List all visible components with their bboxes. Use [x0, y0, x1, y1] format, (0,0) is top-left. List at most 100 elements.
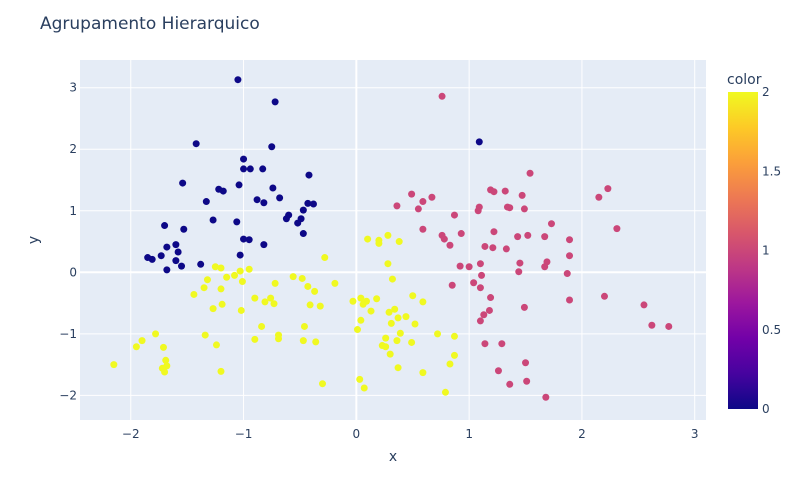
data-point[interactable] [304, 282, 312, 290]
data-point[interactable] [476, 260, 484, 268]
data-point[interactable] [375, 239, 383, 247]
data-point[interactable] [269, 184, 277, 192]
data-point[interactable] [253, 196, 261, 204]
data-point[interactable] [506, 204, 514, 212]
data-point[interactable] [246, 165, 254, 173]
data-point[interactable] [304, 199, 312, 207]
data-point[interactable] [514, 233, 522, 241]
data-point[interactable] [359, 300, 367, 308]
data-point[interactable] [595, 193, 603, 201]
data-point[interactable] [373, 295, 381, 303]
data-point[interactable] [282, 215, 290, 223]
data-point[interactable] [260, 241, 268, 249]
data-point[interactable] [428, 193, 436, 201]
data-point[interactable] [258, 322, 266, 330]
data-point[interactable] [197, 260, 205, 268]
data-point[interactable] [161, 222, 169, 230]
data-point[interactable] [394, 314, 402, 322]
data-point[interactable] [360, 384, 368, 392]
data-point[interactable] [300, 322, 308, 330]
data-point[interactable] [640, 301, 648, 309]
data-point[interactable] [152, 330, 160, 338]
data-point[interactable] [411, 320, 419, 328]
data-point[interactable] [236, 251, 244, 259]
data-point[interactable] [566, 252, 574, 260]
data-point[interactable] [438, 92, 446, 100]
data-point[interactable] [267, 294, 275, 302]
data-point[interactable] [298, 274, 306, 282]
data-point[interactable] [209, 216, 217, 224]
data-point[interactable] [386, 350, 394, 358]
data-point[interactable] [547, 220, 555, 228]
data-point[interactable] [541, 263, 549, 271]
data-point[interactable] [523, 377, 531, 385]
data-point[interactable] [132, 343, 140, 351]
data-point[interactable] [498, 340, 506, 348]
data-point[interactable] [212, 341, 220, 349]
data-point[interactable] [110, 361, 118, 369]
data-point[interactable] [408, 338, 416, 346]
data-point[interactable] [450, 332, 458, 340]
data-point[interactable] [236, 267, 244, 275]
data-point[interactable] [357, 294, 365, 302]
data-point[interactable] [524, 231, 532, 239]
data-point[interactable] [163, 266, 171, 274]
data-point[interactable] [245, 236, 253, 244]
data-point[interactable] [349, 297, 357, 305]
data-point[interactable] [172, 257, 180, 265]
data-point[interactable] [520, 205, 528, 213]
data-point[interactable] [476, 284, 484, 292]
data-point[interactable] [138, 337, 146, 345]
data-point[interactable] [240, 235, 248, 243]
data-point[interactable] [305, 171, 313, 179]
data-point[interactable] [219, 187, 227, 195]
data-point[interactable] [490, 228, 498, 236]
data-point[interactable] [201, 331, 209, 339]
data-point[interactable] [489, 244, 497, 252]
data-point[interactable] [457, 230, 465, 238]
data-point[interactable] [648, 321, 656, 329]
data-point[interactable] [148, 255, 156, 263]
data-point[interactable] [163, 243, 171, 251]
data-point[interactable] [450, 211, 458, 219]
data-point[interactable] [393, 202, 401, 210]
data-point[interactable] [364, 235, 372, 243]
data-point[interactable] [542, 393, 550, 401]
data-point[interactable] [237, 306, 245, 314]
data-point[interactable] [231, 271, 239, 279]
data-point[interactable] [382, 334, 390, 342]
data-point[interactable] [270, 300, 278, 308]
data-point[interactable] [235, 181, 243, 189]
data-point[interactable] [566, 236, 574, 244]
data-point[interactable] [408, 190, 416, 198]
data-point[interactable] [391, 305, 399, 313]
data-point[interactable] [566, 296, 574, 304]
data-point[interactable] [388, 275, 396, 283]
data-point[interactable] [450, 351, 458, 359]
data-point[interactable] [179, 179, 187, 187]
data-point[interactable] [203, 276, 211, 284]
data-point[interactable] [240, 165, 248, 173]
data-point[interactable] [506, 380, 514, 388]
data-point[interactable] [294, 219, 302, 227]
data-point[interactable] [448, 281, 456, 289]
data-point[interactable] [217, 367, 225, 375]
data-point[interactable] [396, 329, 404, 337]
data-point[interactable] [331, 279, 339, 287]
data-point[interactable] [353, 326, 361, 334]
data-point[interactable] [238, 278, 246, 286]
data-point[interactable] [440, 235, 448, 243]
data-point[interactable] [487, 294, 495, 302]
data-point[interactable] [289, 273, 297, 281]
data-point[interactable] [190, 290, 198, 298]
data-point[interactable] [387, 319, 395, 327]
data-point[interactable] [501, 187, 509, 195]
data-point[interactable] [299, 230, 307, 238]
data-point[interactable] [502, 245, 510, 253]
data-point[interactable] [434, 330, 442, 338]
data-point[interactable] [162, 356, 170, 364]
data-point[interactable] [233, 218, 241, 226]
plot-area[interactable] [80, 60, 706, 420]
data-point[interactable] [395, 238, 403, 246]
data-point[interactable] [490, 188, 498, 196]
